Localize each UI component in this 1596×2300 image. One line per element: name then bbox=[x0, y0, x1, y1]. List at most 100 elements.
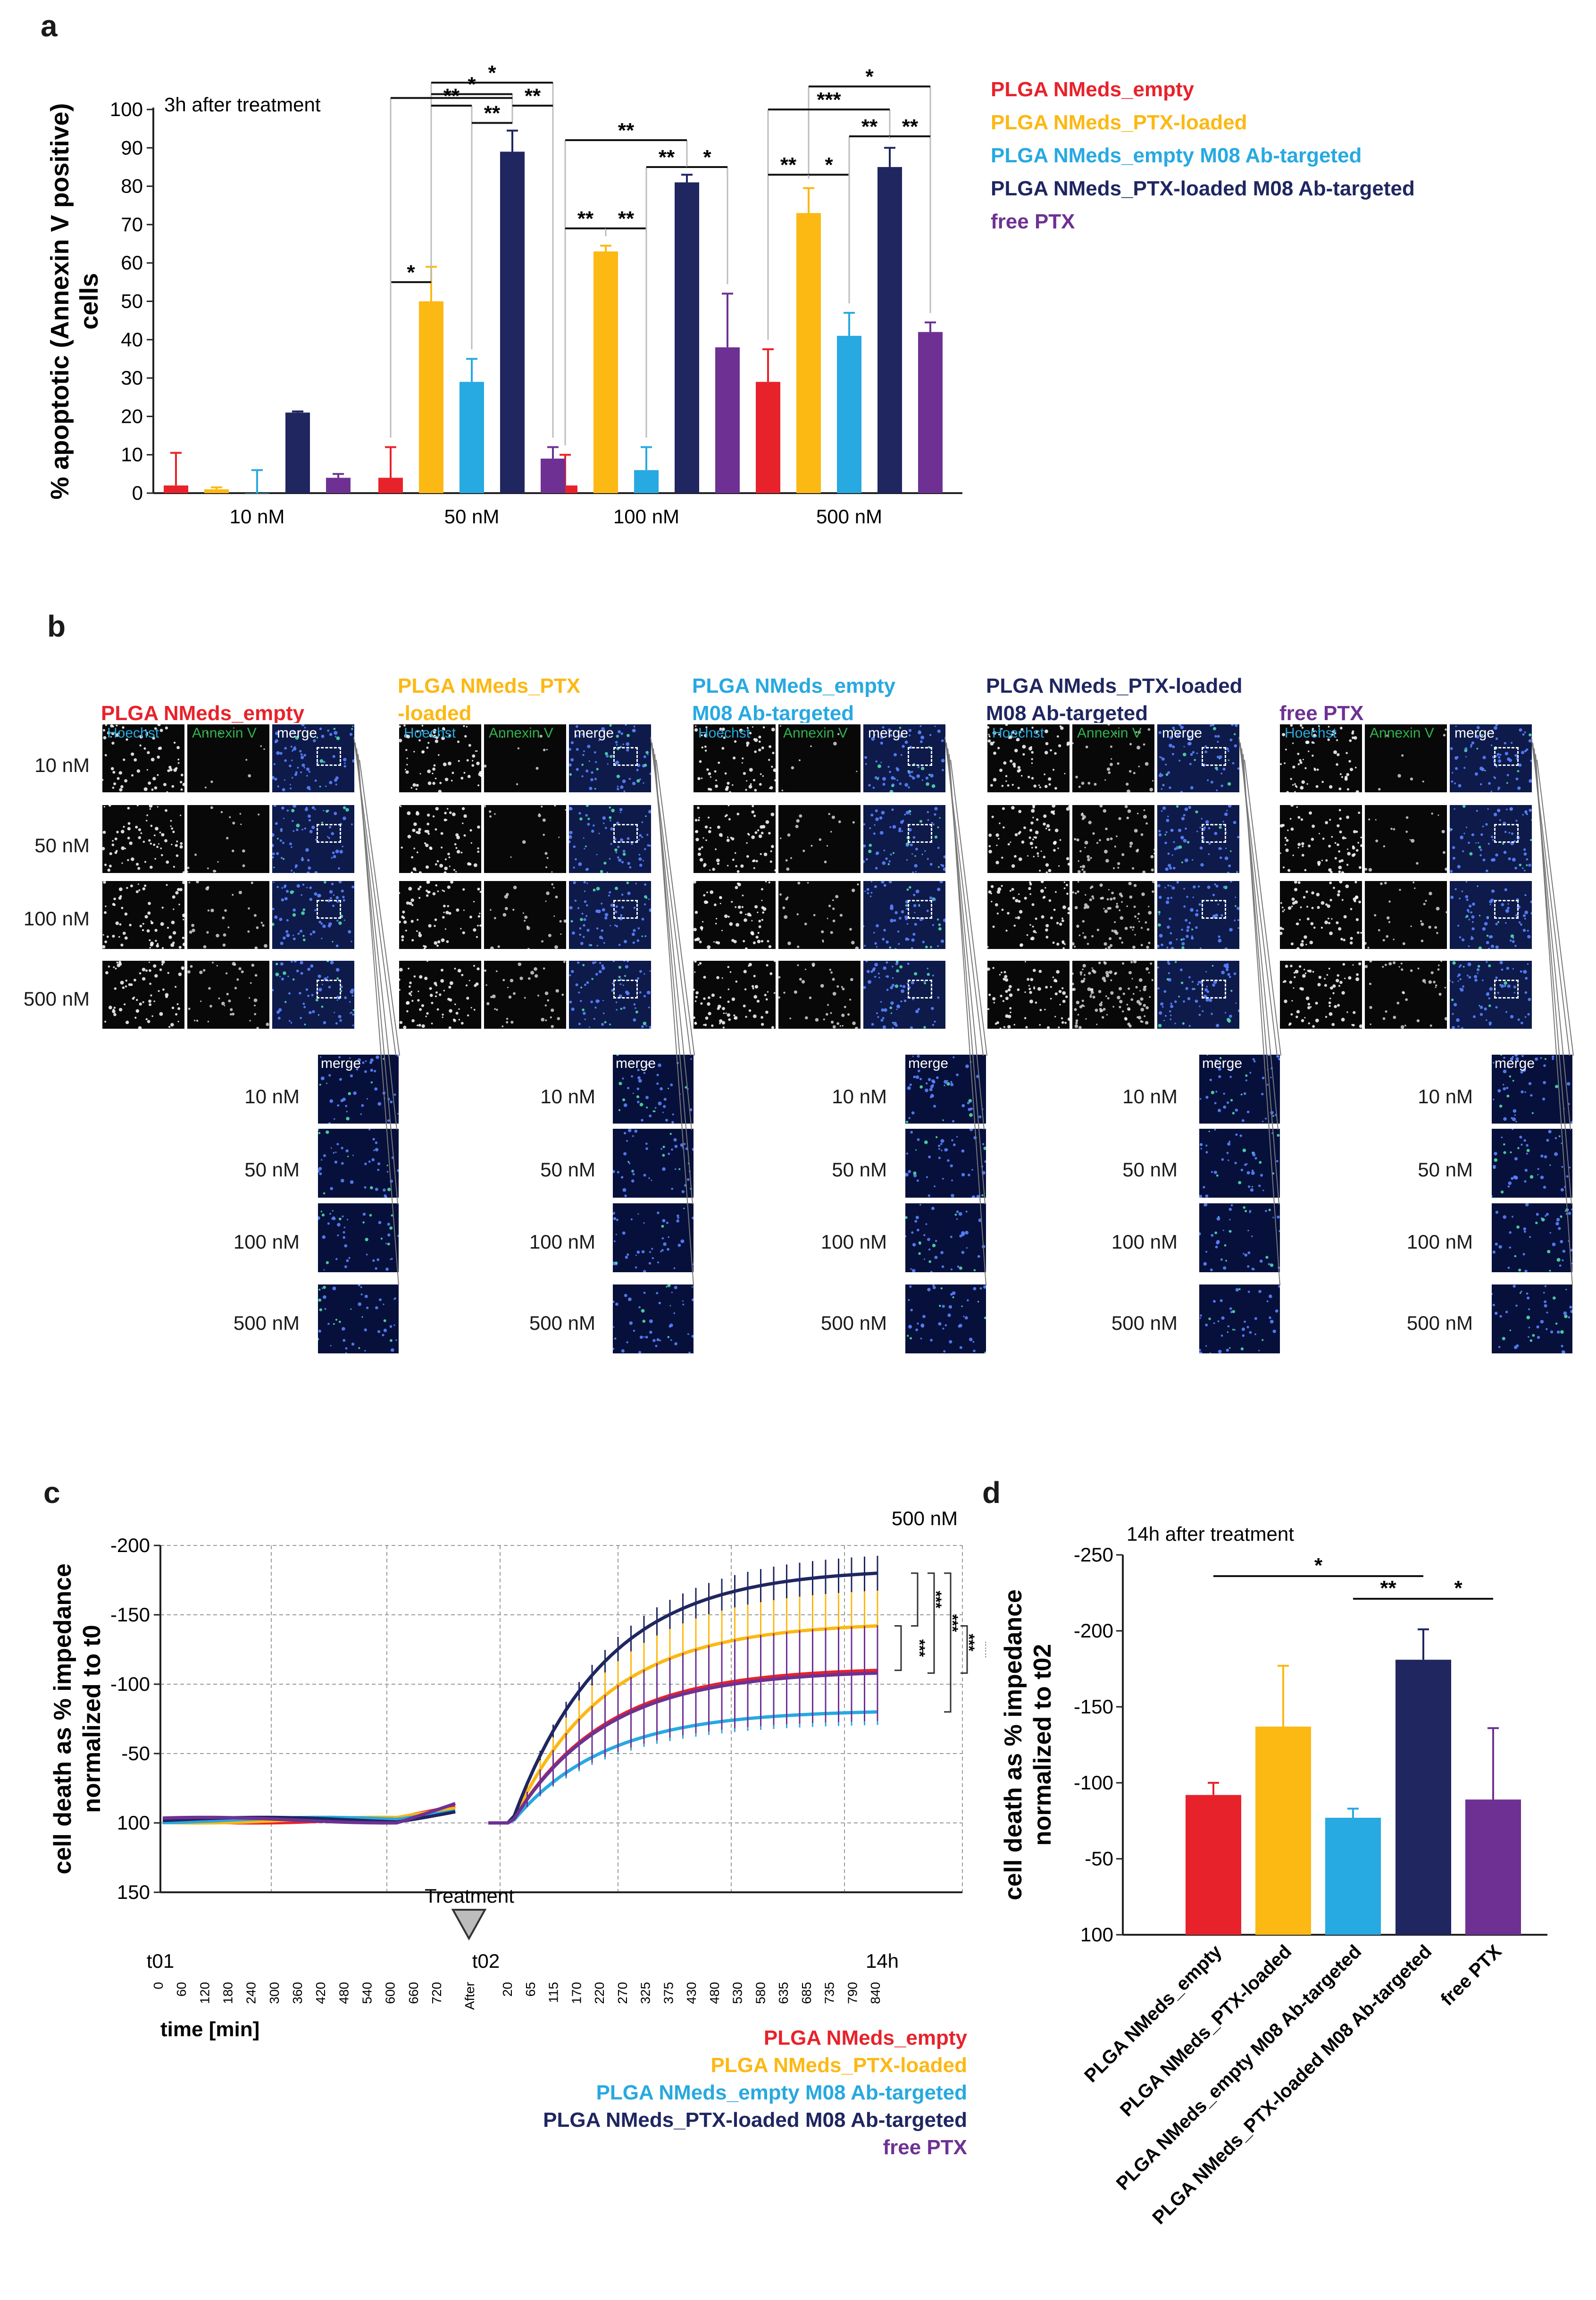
micrograph-tile bbox=[101, 880, 186, 950]
cell-dots bbox=[1492, 1129, 1571, 1197]
micrograph-tile: Annexin V bbox=[777, 723, 862, 794]
column-title-line1: PLGA NMeds_PTX-loaded bbox=[986, 674, 1243, 697]
micrograph-tile bbox=[1448, 804, 1533, 874]
treatment-label: Treatment bbox=[425, 1885, 514, 1907]
micrograph-tile bbox=[1156, 959, 1241, 1030]
cell-dots bbox=[1157, 961, 1239, 1028]
cell-dots bbox=[694, 725, 776, 792]
zoom-region-box bbox=[908, 980, 932, 999]
zoom-row-label: 100 nM bbox=[1406, 1231, 1473, 1253]
row-label: 50 nM bbox=[34, 834, 90, 856]
cell-dots bbox=[905, 1129, 986, 1198]
x-tick-label: 360 bbox=[290, 1982, 305, 2004]
zoom-region-box bbox=[613, 900, 638, 919]
micrograph-tile bbox=[398, 880, 483, 950]
cell-dots bbox=[613, 1129, 694, 1197]
y-tick-label: 80 bbox=[121, 175, 143, 197]
y-tick-label: -100 bbox=[1074, 1771, 1113, 1794]
x-tick-label: 375 bbox=[661, 1982, 676, 2004]
significance-bracket bbox=[894, 1625, 902, 1671]
cell-dots bbox=[1450, 724, 1532, 792]
y-axis-label-line1: cell death as % impedance bbox=[1000, 1589, 1027, 1900]
cell-dots bbox=[613, 1284, 694, 1353]
y-tick-label: 0 bbox=[132, 482, 143, 504]
legend-panel-c: PLGA NMeds_empty PLGA NMeds_PTX-loaded P… bbox=[472, 2024, 967, 2161]
legend-item-ptx: PLGA NMeds_PTX-loaded bbox=[991, 111, 1247, 134]
micrograph-tile bbox=[1363, 959, 1448, 1030]
bar bbox=[378, 478, 403, 493]
significance-stars: ** bbox=[659, 146, 675, 169]
significance-stars: * bbox=[468, 73, 476, 96]
channel-label: merge bbox=[868, 725, 909, 741]
connector-line bbox=[1244, 759, 1281, 1056]
zoom-row-label: 500 nM bbox=[529, 1312, 595, 1334]
connector-line bbox=[1238, 737, 1278, 1056]
series-line-pre bbox=[162, 1802, 456, 1825]
cell-dots bbox=[484, 734, 548, 786]
legend-item-empty: PLGA NMeds_empty bbox=[991, 78, 1195, 101]
chart-annotation: 500 nM bbox=[892, 1507, 958, 1529]
bar bbox=[500, 151, 525, 493]
cell-dots bbox=[694, 805, 776, 873]
zoom-region-box bbox=[1494, 900, 1519, 919]
micrograph-tile bbox=[101, 804, 186, 874]
row-label: 100 nM bbox=[23, 907, 90, 930]
significance-stars: * bbox=[825, 153, 833, 176]
x-tick-label: 60 bbox=[174, 1982, 189, 1997]
x-axis-label: time [min] bbox=[160, 2018, 259, 2041]
y-axis-label-line1: % apoptotic (Annexin V positive) bbox=[46, 103, 74, 499]
significance-stars: * bbox=[703, 146, 711, 169]
treatment-marker bbox=[451, 1909, 487, 1941]
cell-dots bbox=[272, 881, 354, 948]
cell-dots bbox=[779, 725, 858, 792]
micrograph-tile bbox=[862, 880, 947, 950]
zoom-region-box bbox=[1202, 980, 1226, 999]
channel-label: merge bbox=[1162, 725, 1203, 741]
significance-bracket bbox=[944, 1572, 952, 1713]
impedance-line-chart: -200 -150 -100 -50 100 150 cell death as % imp… bbox=[49, 1507, 986, 2041]
significance-bracket bbox=[928, 1572, 935, 1674]
cell-dots bbox=[569, 724, 651, 792]
channel-label: Hoechst bbox=[698, 725, 751, 741]
zoomed-merge-tile bbox=[904, 1284, 987, 1354]
micrograph-tile bbox=[986, 804, 1071, 874]
x-tick-label: 660 bbox=[406, 1982, 421, 2004]
y-tick-label: 100 bbox=[117, 1812, 150, 1834]
x-tick-label: 790 bbox=[845, 1982, 860, 2004]
cell-dots bbox=[102, 724, 184, 792]
micrograph-tile bbox=[777, 880, 862, 950]
zoom-region-box bbox=[1494, 747, 1519, 766]
x-tick-label: 220 bbox=[592, 1982, 607, 2004]
zoom-label: merge bbox=[1202, 1056, 1243, 1071]
x-category-label: 10 nM bbox=[230, 505, 285, 528]
cell-dots bbox=[1282, 962, 1362, 1028]
y-axis-label: % apoptotic (Annexin V positive) cells bbox=[46, 103, 103, 499]
panel-letter-d: d bbox=[982, 1476, 1001, 1510]
y-tick-label: -250 bbox=[1074, 1544, 1113, 1566]
cell-dots bbox=[613, 1208, 694, 1272]
connector-line bbox=[944, 737, 984, 1056]
micrograph-tile: Annexin V bbox=[1363, 723, 1448, 794]
apoptosis-bar-chart: 0 10 20 30 40 50 60 70 80 90 100 % apoptotic (Annex… bbox=[46, 61, 962, 528]
cell-dots bbox=[272, 805, 353, 873]
cell-dots bbox=[484, 805, 566, 873]
y-axis-label: cell death as % impedance normalized to t… bbox=[49, 1563, 106, 1874]
cell-dots bbox=[204, 732, 265, 789]
channel-label: Hoechst bbox=[404, 725, 456, 741]
micrograph-tile: Hoechst bbox=[101, 723, 186, 794]
zoom-region-box bbox=[1202, 747, 1226, 766]
zoom-region-box bbox=[1202, 824, 1226, 843]
zoom-row-label: 10 nM bbox=[540, 1085, 595, 1108]
significance-stars: *** bbox=[944, 1614, 961, 1632]
micrograph-tile bbox=[186, 959, 271, 1030]
zoomed-merge-tile bbox=[317, 1284, 400, 1354]
micrograph-tile: Annexin V bbox=[186, 723, 271, 794]
zoom-region-box bbox=[1202, 900, 1226, 919]
micrograph-tile bbox=[101, 959, 186, 1030]
micrograph-tile bbox=[186, 880, 271, 950]
zoom-row-label: 100 nM bbox=[529, 1231, 595, 1253]
cell-dots bbox=[104, 961, 184, 1029]
x-tick-label: 240 bbox=[244, 1982, 259, 2004]
zoom-row-label: 50 nM bbox=[832, 1158, 887, 1181]
x-tick-label: 325 bbox=[638, 1982, 653, 2004]
